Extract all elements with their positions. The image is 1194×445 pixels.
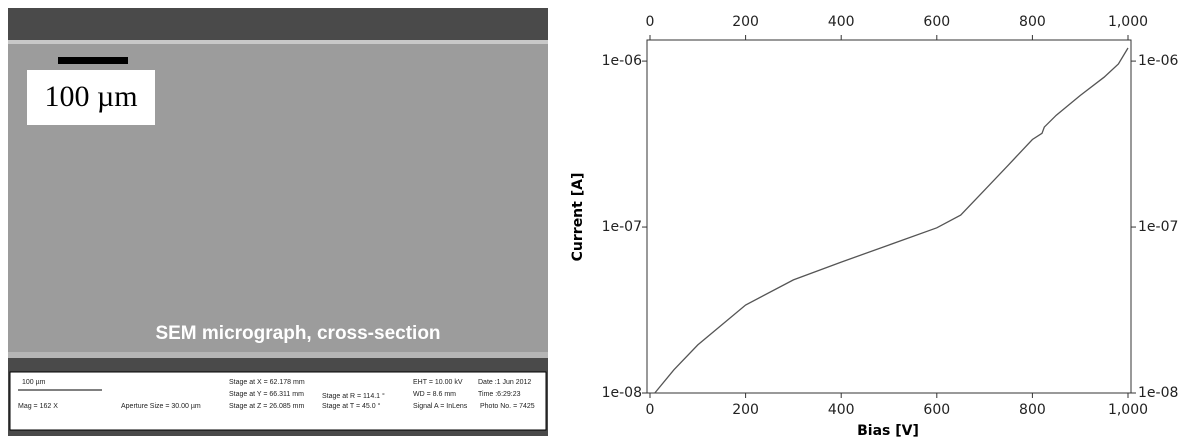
info: Time :6:29:23 [478,391,521,398]
y-tick-label: 1e-07 [602,219,642,235]
x-tick-label: 200 [732,14,759,30]
info: EHT = 10.00 kV [413,379,463,386]
y-tick-label: 1e-07 [1138,219,1178,235]
y-tick-label: 1e-08 [1138,385,1178,401]
info: Stage at R = 114.1 ° [322,392,385,400]
sample-edge [8,40,548,44]
info: Date :1 Jun 2012 [478,379,531,386]
x-tick-label: 400 [828,402,855,418]
y-tick-label: 1e-06 [1138,53,1178,69]
y-tick-label: 1e-08 [602,385,642,401]
plot-frame [647,40,1131,393]
data-line [655,48,1128,393]
x-tick-label: 600 [923,14,950,30]
x-tick-label: 400 [828,14,855,30]
info: WD = 8.6 mm [413,391,456,398]
sample-edge [8,352,548,358]
x-tick-label: 1,000 [1108,14,1148,30]
x-axis-label: Bias [V] [857,423,919,439]
page: 100 µm SEM micrograph, cross-section 100… [0,0,1194,441]
y-axis-label: Current [A] [570,173,586,262]
info: Stage at Y = 66.311 mm [229,391,304,398]
x-tick-label: 600 [923,402,950,418]
caption: SEM micrograph, cross-section [155,323,440,344]
x-tick-label: 200 [732,402,759,418]
info: Photo No. = 7425 [480,403,535,410]
x-tick-label: 800 [1019,14,1046,30]
x-tick-label: 1,000 [1108,402,1148,418]
scale-label: 100 µm [44,80,137,113]
info: Stage at Z = 26.085 mm [229,403,304,410]
info: Signal A = InLens [413,403,468,410]
y-tick-label: 1e-06 [602,53,642,69]
x-tick-label: 0 [646,14,655,30]
x-tick-label: 0 [646,402,655,418]
info: Stage at X = 62.178 mm [229,379,305,386]
micrograph: 100 µm SEM micrograph, cross-section 100… [8,8,548,436]
info: Aperture Size = 30.00 µm [121,403,201,410]
x-tick-label: 800 [1019,402,1046,418]
scale-bar [58,57,128,64]
info: 100 µm [22,379,46,386]
info: Mag = 162 X [18,403,58,410]
info: Stage at T = 45.0 ° [322,402,381,410]
